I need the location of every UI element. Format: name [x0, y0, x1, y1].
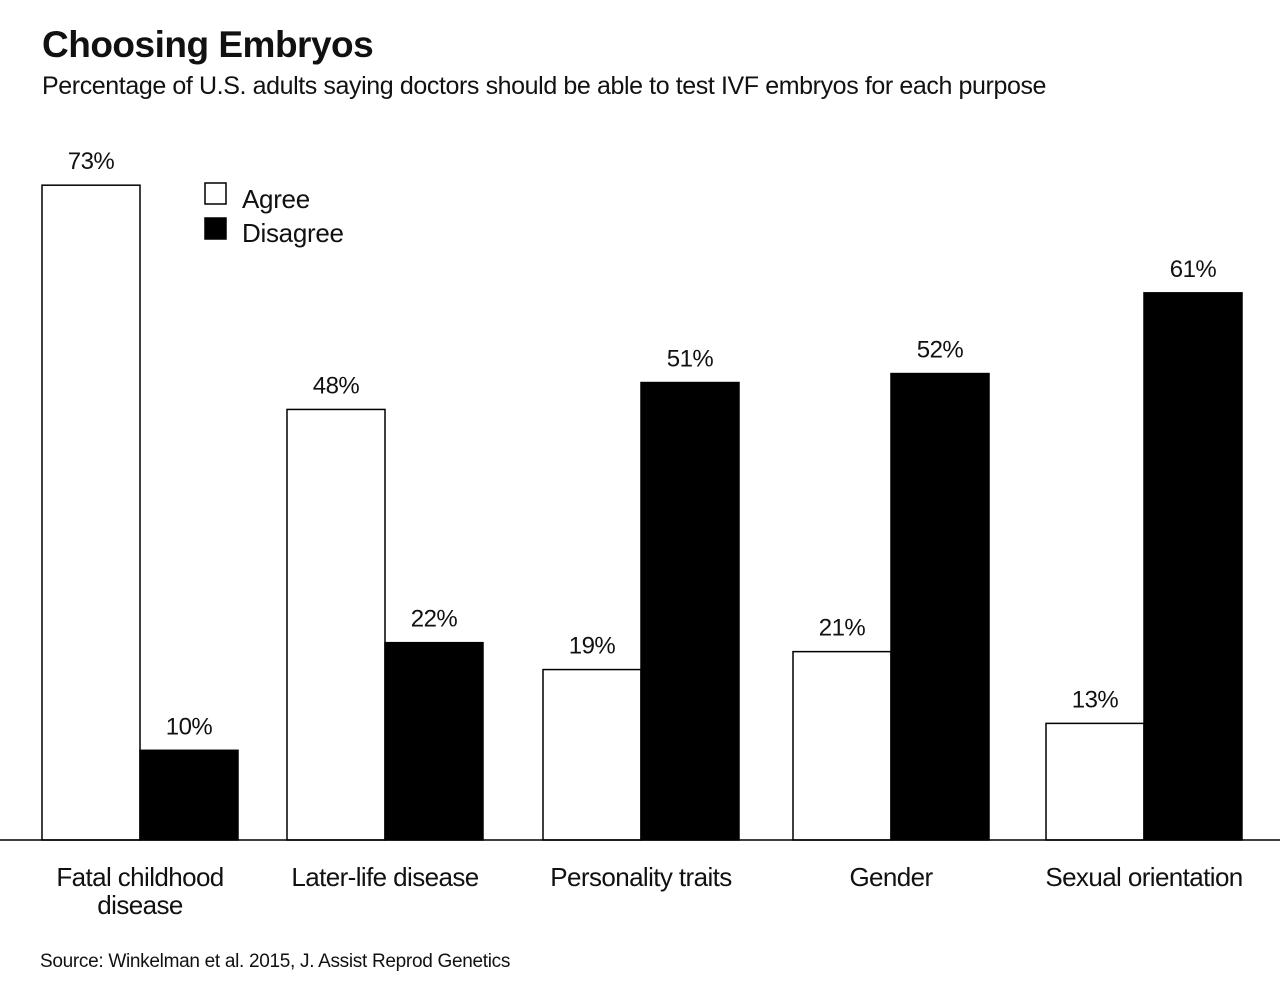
category-label-2: Personality traits [550, 862, 732, 892]
bar-disagree-4 [1143, 292, 1243, 841]
value-label-disagree-3: 52% [917, 337, 964, 364]
legend-swatch-agree [204, 182, 227, 205]
bar-disagree-3 [890, 372, 990, 841]
value-label-disagree-0: 10% [166, 713, 213, 740]
legend: Agree Disagree [204, 182, 344, 248]
value-label-agree-3: 21% [819, 615, 866, 642]
category-label-0-line-1: disease [97, 890, 183, 920]
bar-agree-0 [41, 184, 141, 841]
chart-subtitle: Percentage of U.S. adults saying doctors… [42, 72, 1047, 100]
bars-layer [41, 184, 1243, 841]
value-label-disagree-2: 51% [667, 346, 714, 373]
value-label-agree-1: 48% [313, 372, 360, 399]
value-label-agree-0: 73% [68, 148, 115, 175]
category-label-4: Sexual orientation [1045, 862, 1242, 892]
bar-disagree-2 [640, 381, 740, 841]
source-note: Source: Winkelman et al. 2015, J. Assist… [40, 951, 511, 972]
category-label-1: Later-life disease [291, 862, 478, 892]
chart-title: Choosing Embryos [42, 24, 374, 65]
value-label-agree-2: 19% [569, 633, 616, 660]
category-label-0-line-0: Fatal childhood [56, 862, 223, 892]
value-labels-layer: 73% 48% 19% 21% 13% 10% 22% 51% 52% 61% [68, 148, 1217, 740]
bar-agree-4 [1045, 722, 1145, 841]
bar-disagree-0 [139, 749, 239, 841]
legend-label-agree: Agree [242, 184, 310, 214]
value-label-disagree-1: 22% [411, 606, 458, 633]
bar-chart: 73% 48% 19% 21% 13% 10% 22% 51% 52% 61% Fatal chi… [0, 148, 1280, 920]
bar-agree-1 [286, 408, 386, 841]
bar-disagree-1 [384, 641, 484, 841]
bar-agree-2 [542, 668, 642, 841]
value-label-agree-4: 13% [1072, 686, 1119, 713]
legend-swatch-disagree [204, 217, 227, 240]
value-label-disagree-4: 61% [1170, 256, 1217, 283]
bar-agree-3 [792, 650, 892, 841]
legend-label-disagree: Disagree [242, 218, 344, 248]
category-label-3: Gender [849, 862, 933, 892]
